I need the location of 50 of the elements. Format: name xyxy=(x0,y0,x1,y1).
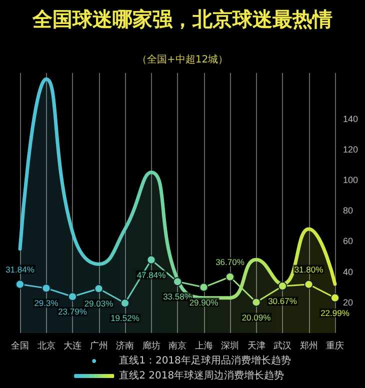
x-tick-label: 大连 xyxy=(64,340,82,350)
point xyxy=(278,282,287,291)
x-tick-label: 南京 xyxy=(168,340,186,350)
y-tick-label: 80 xyxy=(343,206,354,216)
x-tick-label: 郑州 xyxy=(300,340,318,350)
data-label: 29.03% xyxy=(84,298,114,309)
data-label: 23.79% xyxy=(58,306,88,317)
point xyxy=(330,293,340,302)
x-tick-label: 全国 xyxy=(11,340,29,350)
point xyxy=(226,272,234,282)
x-tick-label: 武汉 xyxy=(274,340,292,350)
point xyxy=(252,298,261,307)
data-label: 29.90% xyxy=(189,297,219,308)
y-tick-label: 20 xyxy=(343,297,354,308)
y-tick-label: 120 xyxy=(343,144,358,154)
y-tick-label: 100 xyxy=(343,175,358,186)
data-label: 20.09% xyxy=(242,312,272,322)
point xyxy=(146,255,156,264)
point xyxy=(42,284,51,293)
data-label: 31.80% xyxy=(294,264,324,274)
data-label: 31.84% xyxy=(6,264,35,274)
data-label: 19.52% xyxy=(110,313,140,324)
chart-title: 全国球迷哪家强，北京球迷最热情 xyxy=(32,7,332,31)
x-tick-label: 广州 xyxy=(90,340,108,350)
data-label: 36.70% xyxy=(216,256,245,267)
point xyxy=(173,277,182,286)
data-label: 33.58% xyxy=(163,292,192,302)
point xyxy=(94,284,104,294)
legend-label: 直线1：2018年足球用品消费增长趋势 xyxy=(119,354,291,366)
point xyxy=(68,292,77,302)
x-tick-label: 北京 xyxy=(37,340,56,350)
point xyxy=(16,280,24,289)
y-tick-label: 140 xyxy=(343,114,358,124)
data-label: 30.67% xyxy=(268,296,298,306)
legend-label: 直线2 2018年球迷周边消费增长趋势 xyxy=(119,370,284,382)
point xyxy=(120,298,130,308)
data-label: 47.84% xyxy=(136,270,166,280)
x-tick-label: 廊坊 xyxy=(142,340,160,350)
point xyxy=(199,282,208,292)
chart-subtitle: （全国+中超12城） xyxy=(136,54,228,66)
x-tick-label: 上海 xyxy=(194,340,213,350)
x-tick-label: 深圳 xyxy=(221,340,239,350)
y-tick-label: 40 xyxy=(343,266,354,277)
point xyxy=(304,280,314,289)
data-label: 29.3% xyxy=(34,298,59,308)
x-tick-label: 天津 xyxy=(247,340,266,350)
x-tick-label: 重庆 xyxy=(326,340,344,350)
y-tick-label: 60 xyxy=(343,236,354,246)
x-tick-label: 济南 xyxy=(116,340,134,350)
data-label: 22.99% xyxy=(320,308,350,318)
